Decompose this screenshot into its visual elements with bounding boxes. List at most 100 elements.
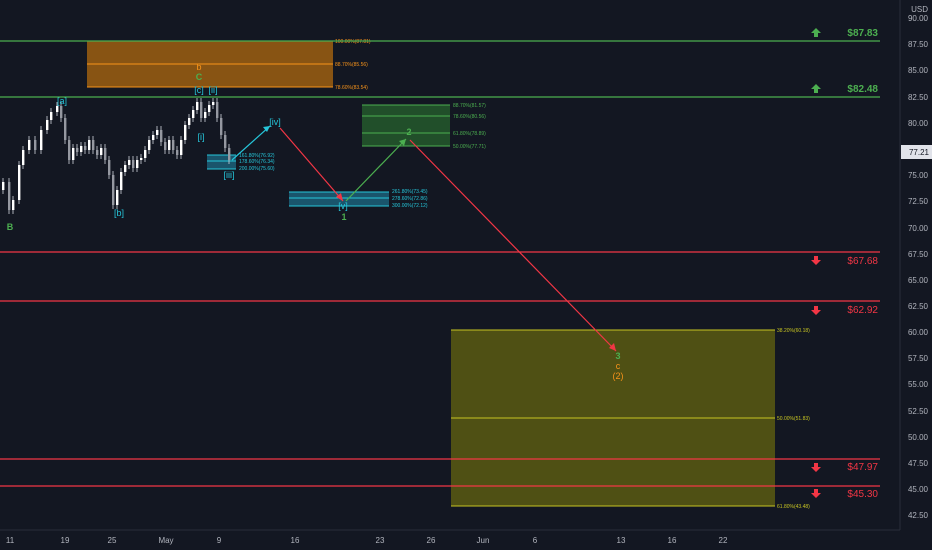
path-to-3: [409, 139, 617, 352]
level-arrows: [811, 28, 821, 498]
fib-label: 78.60%(80.56): [453, 114, 486, 120]
candle-body: [76, 148, 79, 152]
candle-body: [164, 142, 167, 150]
level-label: $47.97: [847, 462, 878, 473]
candle-body: [80, 146, 83, 152]
candle-body: [172, 140, 175, 150]
x-tick-label: 11: [6, 536, 15, 545]
candle-body: [188, 118, 191, 125]
arrow-head-icon: [263, 126, 270, 132]
fib-label: 100.00%(87.81): [335, 39, 371, 45]
candle-body: [196, 102, 199, 110]
y-tick-label: 45.00: [908, 485, 929, 494]
x-tick-label: Jun: [477, 536, 490, 545]
fib-label: 200.00%(75.60): [239, 166, 275, 172]
candle-body: [180, 140, 183, 155]
candle-body: [220, 118, 223, 135]
fib-label: 300.00%(72.12): [392, 203, 428, 209]
x-tick-label: 16: [668, 536, 677, 545]
candle-body: [184, 125, 187, 140]
candle-body: [96, 150, 99, 155]
wave-label-1: 1: [341, 212, 346, 222]
last-price-badge: [901, 145, 932, 159]
candle-body: [68, 140, 71, 160]
candle-body: [116, 190, 119, 205]
level-label: $87.83: [847, 28, 878, 39]
y-tick-label: 67.50: [908, 250, 929, 259]
candle-body: [120, 172, 123, 190]
path-to-v: [279, 127, 344, 202]
candle-body: [100, 148, 103, 155]
wave-label-2-paren: (2): [613, 371, 624, 381]
fib-label: 50.00%(77.71): [453, 144, 486, 150]
wave-label-iii: [iii]: [224, 170, 235, 180]
candle-body: [200, 102, 203, 118]
wave-label-ii: [ii]: [209, 85, 218, 95]
candle-body: [46, 120, 49, 130]
x-tick-label: 13: [617, 536, 626, 545]
candle-body: [224, 135, 227, 148]
candle-body: [132, 160, 135, 168]
wave-label-3: 3: [615, 351, 620, 361]
path-to-2: [345, 138, 407, 202]
wave-label-c-orange: c: [616, 361, 621, 371]
arrow-down-icon: [811, 306, 821, 315]
wave-label-b-orange: b: [196, 62, 201, 72]
fib-label: 178.60%(76.34): [239, 159, 275, 165]
y-tick-label: 42.50: [908, 511, 929, 520]
wave-label-i: [i]: [197, 132, 204, 142]
candle-body: [22, 150, 25, 165]
level-labels: $87.83 $82.48 $67.68 $62.92 $47.97 $45.3…: [847, 28, 878, 500]
y-tick-label: 87.50: [908, 40, 929, 49]
candle-body: [108, 160, 111, 175]
candle-body: [192, 110, 195, 118]
y-tick-label: 85.00: [908, 66, 929, 75]
price-axis[interactable]: USD 90.0087.5085.0082.5080.0077.5075.007…: [899, 0, 932, 530]
candle-body: [2, 182, 5, 190]
y-tick-label: 57.50: [908, 354, 929, 363]
x-tick-label: 16: [291, 536, 300, 545]
candle-body: [208, 105, 211, 112]
level-label: $45.30: [847, 489, 878, 500]
wave-label-v: [v]: [338, 201, 348, 211]
y-tick-label: 62.50: [908, 302, 929, 311]
candle-body: [124, 165, 127, 172]
y-tick-label: 47.50: [908, 459, 929, 468]
candlesticks: [2, 98, 231, 214]
y-tick-label: 80.00: [908, 119, 929, 128]
fib-label: 61.80%(43.48): [777, 504, 810, 510]
level-label: $67.68: [847, 256, 878, 267]
arrow-head-icon: [399, 139, 406, 146]
x-tick-label: 26: [427, 536, 436, 545]
wave-label-b-minor: [b]: [114, 208, 124, 218]
wave-label-C: C: [196, 72, 203, 82]
candle-body: [56, 106, 59, 112]
y-tick-label: 70.00: [908, 224, 929, 233]
y-tick-label: 60.00: [908, 328, 929, 337]
price-levels: [0, 40, 880, 487]
candle-body: [64, 118, 67, 140]
path-to-iv: [231, 125, 271, 161]
fib-label: 278.60%(72.86): [392, 196, 428, 202]
fib-label: 78.60%(83.54): [335, 85, 368, 91]
y-tick-label: 72.50: [908, 197, 929, 206]
level-label: $82.48: [847, 84, 878, 95]
candle-body: [60, 106, 63, 118]
fib-label: 38.20%(60.18): [777, 328, 810, 334]
arrow-down-icon: [811, 256, 821, 265]
x-tick-label: 23: [376, 536, 385, 545]
candle-body: [204, 112, 207, 118]
x-tick-label: 25: [108, 536, 117, 545]
fib-label: 88.70%(85.56): [335, 62, 368, 68]
time-axis[interactable]: 11 19 25 May 9 16 23 26 Jun 6 13 16 22: [0, 529, 932, 550]
fib-label: 50.00%(51.83): [777, 416, 810, 422]
y-tick-label: 55.00: [908, 380, 929, 389]
arrow-down-icon: [811, 463, 821, 472]
arrow-head-icon: [609, 343, 616, 351]
wave-label-a: [a]: [57, 96, 67, 106]
candle-body: [160, 130, 163, 142]
candle-body: [28, 140, 31, 150]
fib-label: 88.70%(81.57): [453, 103, 486, 109]
y-tick-label: 65.00: [908, 276, 929, 285]
